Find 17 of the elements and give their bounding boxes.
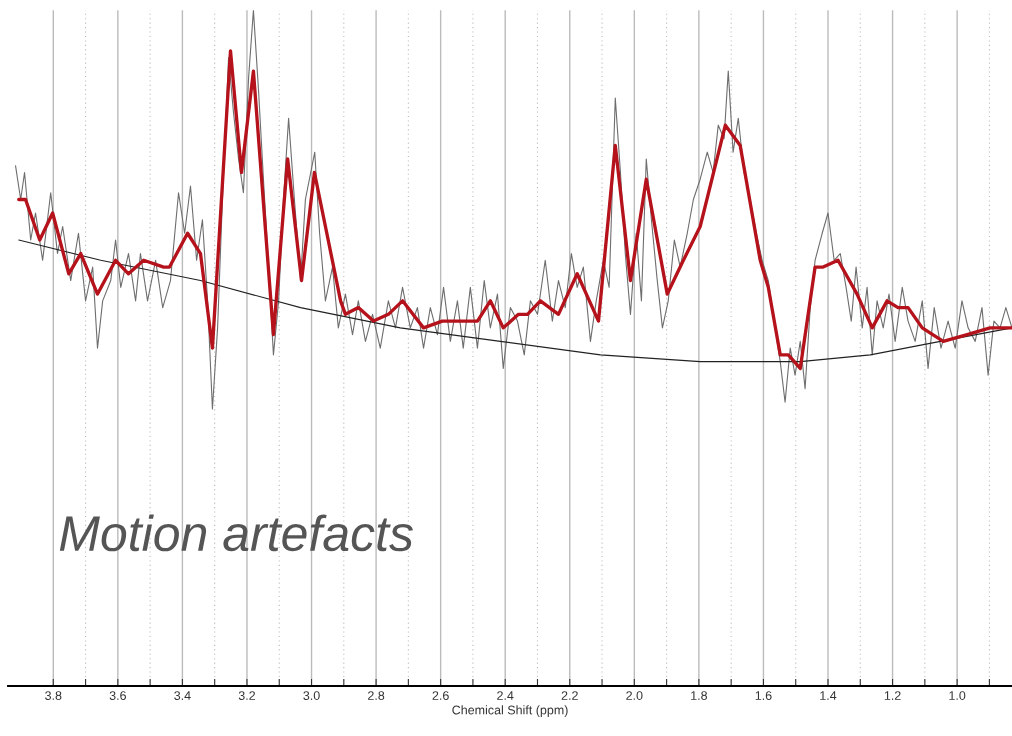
x-tick-label: 3.2 [238, 691, 256, 700]
annotation: Motion artefacts [59, 514, 413, 552]
x-tick-label: 1.2 [884, 691, 901, 700]
x-tick-label: 2.6 [432, 691, 449, 700]
x-tick-label: 3.0 [303, 691, 320, 700]
x-tick-label: 1.6 [755, 691, 772, 700]
x-tick-label: 2.8 [368, 691, 385, 700]
x-tick-label: 3.6 [109, 691, 126, 700]
x-tick-label: 1.4 [820, 691, 837, 700]
x-tick-label: 1.8 [691, 691, 708, 700]
x-axis-title: Chemical Shift (ppm) [452, 705, 568, 717]
x-tick-label: 2.0 [626, 691, 643, 700]
x-tick-label: 3.4 [174, 691, 191, 700]
x-tick-label: 2.4 [497, 691, 514, 700]
x-tick-label: 1.0 [949, 691, 966, 700]
x-tick-label: 2.2 [561, 691, 578, 700]
x-tick-label: 3.8 [45, 691, 62, 700]
